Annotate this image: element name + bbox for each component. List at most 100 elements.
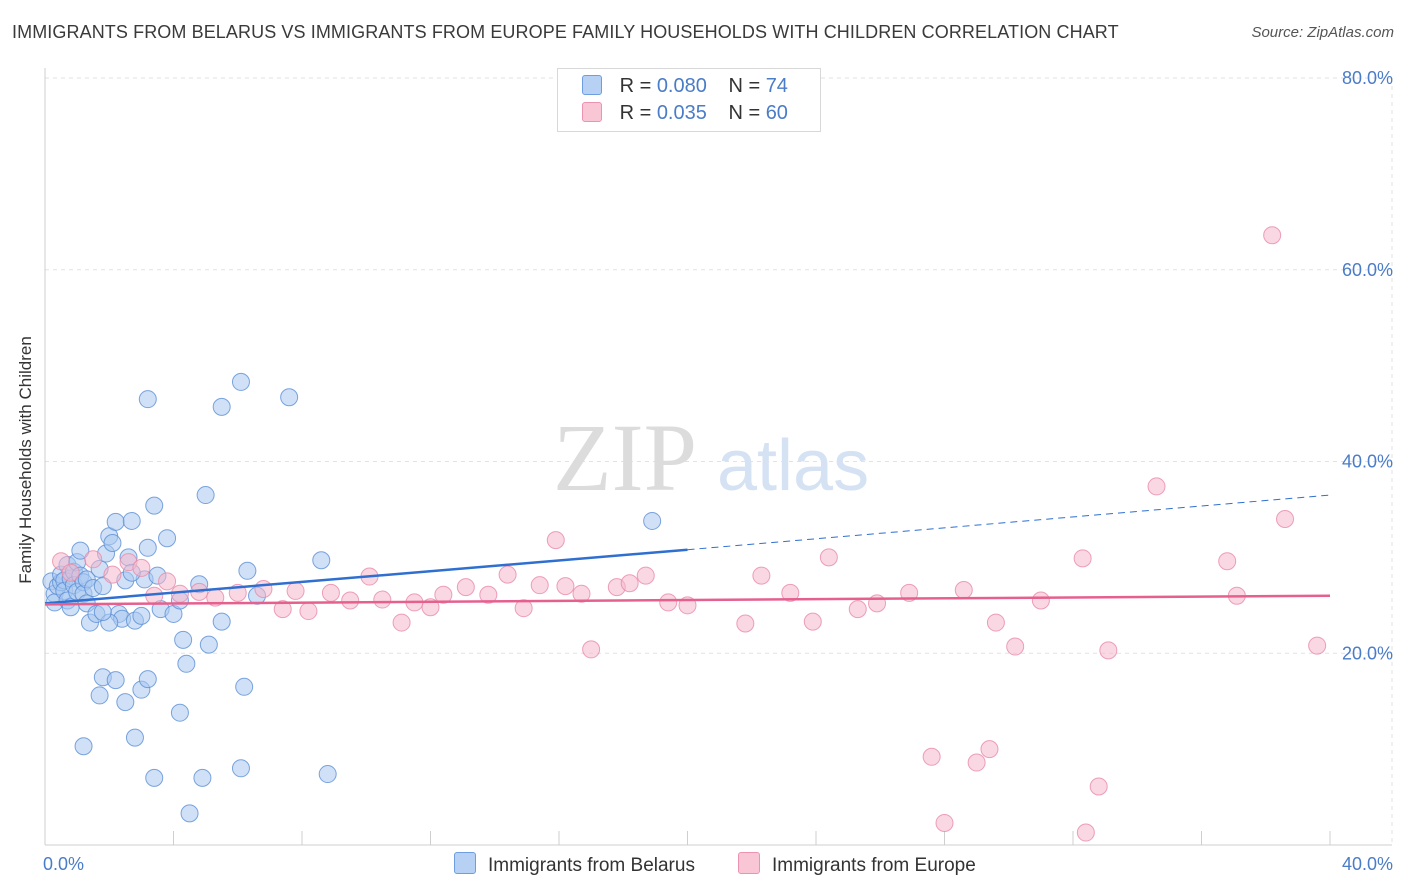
europe-point <box>61 563 80 582</box>
europe-point <box>530 576 549 595</box>
belarus-point <box>199 635 218 654</box>
europe-point <box>158 572 177 591</box>
belarus-point <box>71 541 90 560</box>
watermark-zip: ZIP <box>553 404 697 511</box>
legend-swatch-blue <box>582 75 602 95</box>
europe-point <box>868 594 887 613</box>
belarus-point <box>193 768 212 787</box>
legend-row-belarus: R = 0.080 N = 74 <box>582 75 788 99</box>
belarus-point <box>138 390 157 409</box>
europe-point <box>1147 477 1166 496</box>
gridlines <box>45 77 1393 845</box>
belarus-point <box>74 737 93 756</box>
europe-point <box>392 613 411 632</box>
europe-point <box>582 640 601 659</box>
europe-point <box>556 577 575 596</box>
belarus-point <box>212 397 231 416</box>
legend-n-value: 74 <box>765 75 788 97</box>
belarus-point <box>145 496 164 515</box>
europe-point <box>980 740 999 759</box>
belarus-point <box>318 765 337 784</box>
belarus-point <box>106 671 125 690</box>
source-label: Source: ZipAtlas.com <box>1251 24 1394 41</box>
belarus-point <box>106 512 125 531</box>
europe-point <box>900 583 919 602</box>
legend-r-value: 0.035 <box>656 102 707 124</box>
belarus-point <box>231 372 250 391</box>
legend-swatch-blue <box>454 852 476 874</box>
belarus-point <box>125 728 144 747</box>
belarus-point <box>122 511 141 530</box>
europe-point <box>286 581 305 600</box>
x-tick-label: 0.0% <box>43 854 84 874</box>
europe-point <box>1006 637 1025 656</box>
legend-r-label: R = <box>619 102 652 124</box>
europe-point <box>1276 510 1295 529</box>
europe-point <box>986 613 1005 632</box>
legend-n-label: N = <box>728 102 761 124</box>
belarus-point <box>235 677 254 696</box>
legend-item-belarus: Immigrants from Belarus <box>454 852 695 877</box>
y-tick-label: 20.0% <box>1342 643 1393 663</box>
legend-swatch-pink <box>738 852 760 874</box>
belarus-point <box>103 533 122 552</box>
belarus-point <box>90 686 109 705</box>
legend-swatch-pink <box>582 102 602 122</box>
belarus-trend-line <box>44 548 688 605</box>
trend-lines <box>44 494 1331 606</box>
legend-row-europe: R = 0.035 N = 60 <box>582 102 788 126</box>
europe-point <box>736 614 755 633</box>
belarus-point <box>643 511 662 530</box>
europe-point <box>321 583 340 602</box>
x-tick-label: 40.0% <box>1342 854 1393 874</box>
belarus-point <box>132 606 151 625</box>
europe-point <box>954 580 973 599</box>
chart-title: IMMIGRANTS FROM BELARUS VS IMMIGRANTS FR… <box>12 22 1119 42</box>
europe-point <box>132 558 151 577</box>
belarus-point <box>93 603 112 622</box>
legend-n-value: 60 <box>765 102 788 124</box>
legend-item-label: Immigrants from Europe <box>772 855 976 876</box>
legend-item-label: Immigrants from Belarus <box>488 855 695 876</box>
belarus-point <box>158 529 177 548</box>
europe-point <box>373 590 392 609</box>
europe-point <box>299 602 318 621</box>
belarus-point <box>93 577 112 596</box>
legend-r-value: 0.080 <box>656 75 707 97</box>
europe-point <box>803 612 822 631</box>
europe-point <box>1099 641 1118 660</box>
belarus-point <box>238 561 257 580</box>
europe-point <box>52 552 71 571</box>
europe-point <box>752 566 771 585</box>
europe-point <box>781 583 800 602</box>
tick-labels: 20.0% 40.0% 60.0% 80.0% 0.0% 40.0% <box>43 68 1393 874</box>
correlation-legend: R = 0.080 N = 74 R = 0.035 N = 60 <box>557 68 821 132</box>
data-points <box>42 226 1327 842</box>
europe-point <box>1031 591 1050 610</box>
europe-point <box>84 550 103 569</box>
europe-point <box>1308 636 1327 655</box>
europe-point <box>659 593 678 612</box>
europe-point <box>967 753 986 772</box>
europe-point <box>273 600 292 619</box>
europe-point <box>456 578 475 597</box>
europe-point <box>1218 552 1237 571</box>
europe-point <box>922 747 941 766</box>
belarus-point <box>280 388 299 407</box>
legend-n-label: N = <box>728 75 761 97</box>
belarus-point <box>138 538 157 557</box>
y-tick-label: 60.0% <box>1342 260 1393 280</box>
belarus-point <box>145 768 164 787</box>
legend-item-europe: Immigrants from Europe <box>738 852 976 877</box>
europe-point <box>341 591 360 610</box>
series-legend: Immigrants from Belarus Immigrants from … <box>0 852 1406 878</box>
europe-point <box>1073 549 1092 568</box>
europe-point <box>498 565 517 584</box>
europe-point <box>1076 823 1095 842</box>
belarus-point <box>180 804 199 823</box>
watermark-atlas: atlas <box>717 426 869 506</box>
europe-point <box>572 584 591 603</box>
y-tick-label: 40.0% <box>1342 452 1393 472</box>
europe-point <box>514 599 533 618</box>
